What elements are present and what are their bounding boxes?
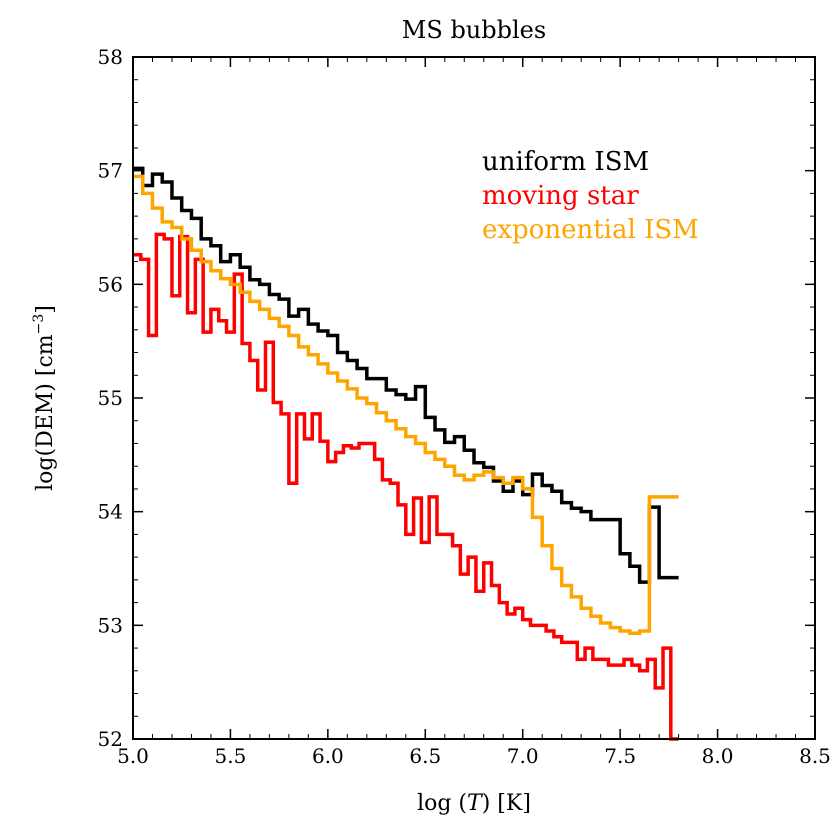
y-axis-title: log(DEM) [cm−3]	[31, 305, 58, 491]
chart-title: MS bubbles	[402, 16, 546, 44]
x-axis-title: log (T) [K]	[417, 791, 531, 816]
series-exponential-ism	[133, 174, 679, 636]
x-tick-label: 7.0	[507, 744, 539, 768]
x-tick-label: 5.0	[117, 744, 149, 768]
x-tick-label: 8.0	[702, 744, 734, 768]
y-tick-label: 55	[98, 386, 123, 410]
x-tick-label: 7.5	[604, 744, 636, 768]
y-axis-title-sup: −3	[31, 314, 47, 335]
y-tick-label: 58	[98, 45, 123, 69]
series-uniform-ism	[133, 166, 679, 584]
y-axis-title-close: ]	[33, 305, 58, 314]
legend: uniform ISM moving star exponential ISM	[482, 147, 699, 245]
x-axis-title-var: T	[467, 791, 484, 816]
y-tick-label: 56	[98, 272, 123, 296]
y-tick-label: 52	[98, 727, 123, 751]
tick-layer: 5.0 5.5 6.0 6.5 7.0 7.5 8.0 8.5 52 53 54 55 56 57 58	[98, 45, 830, 768]
y-tick-label: 53	[98, 613, 123, 637]
y-axis-title-main: log(DEM) [cm	[33, 334, 58, 491]
x-axis-title-pre: log (	[417, 791, 467, 816]
legend-uniform-ism: uniform ISM	[482, 147, 649, 177]
x-tick-label: 5.5	[215, 744, 247, 768]
plot-frame	[132, 56, 816, 740]
series-layer	[133, 166, 679, 741]
x-tick-label: 8.5	[799, 744, 830, 768]
legend-moving-star: moving star	[482, 181, 639, 211]
series-moving-star	[133, 232, 679, 741]
x-tick-label: 6.0	[312, 744, 344, 768]
x-tick-label: 6.5	[409, 744, 441, 768]
legend-exponential-ism: exponential ISM	[482, 215, 699, 245]
y-tick-label: 54	[98, 500, 123, 524]
x-axis-title-post: ) [K]	[482, 791, 531, 816]
y-tick-label: 57	[98, 159, 123, 183]
